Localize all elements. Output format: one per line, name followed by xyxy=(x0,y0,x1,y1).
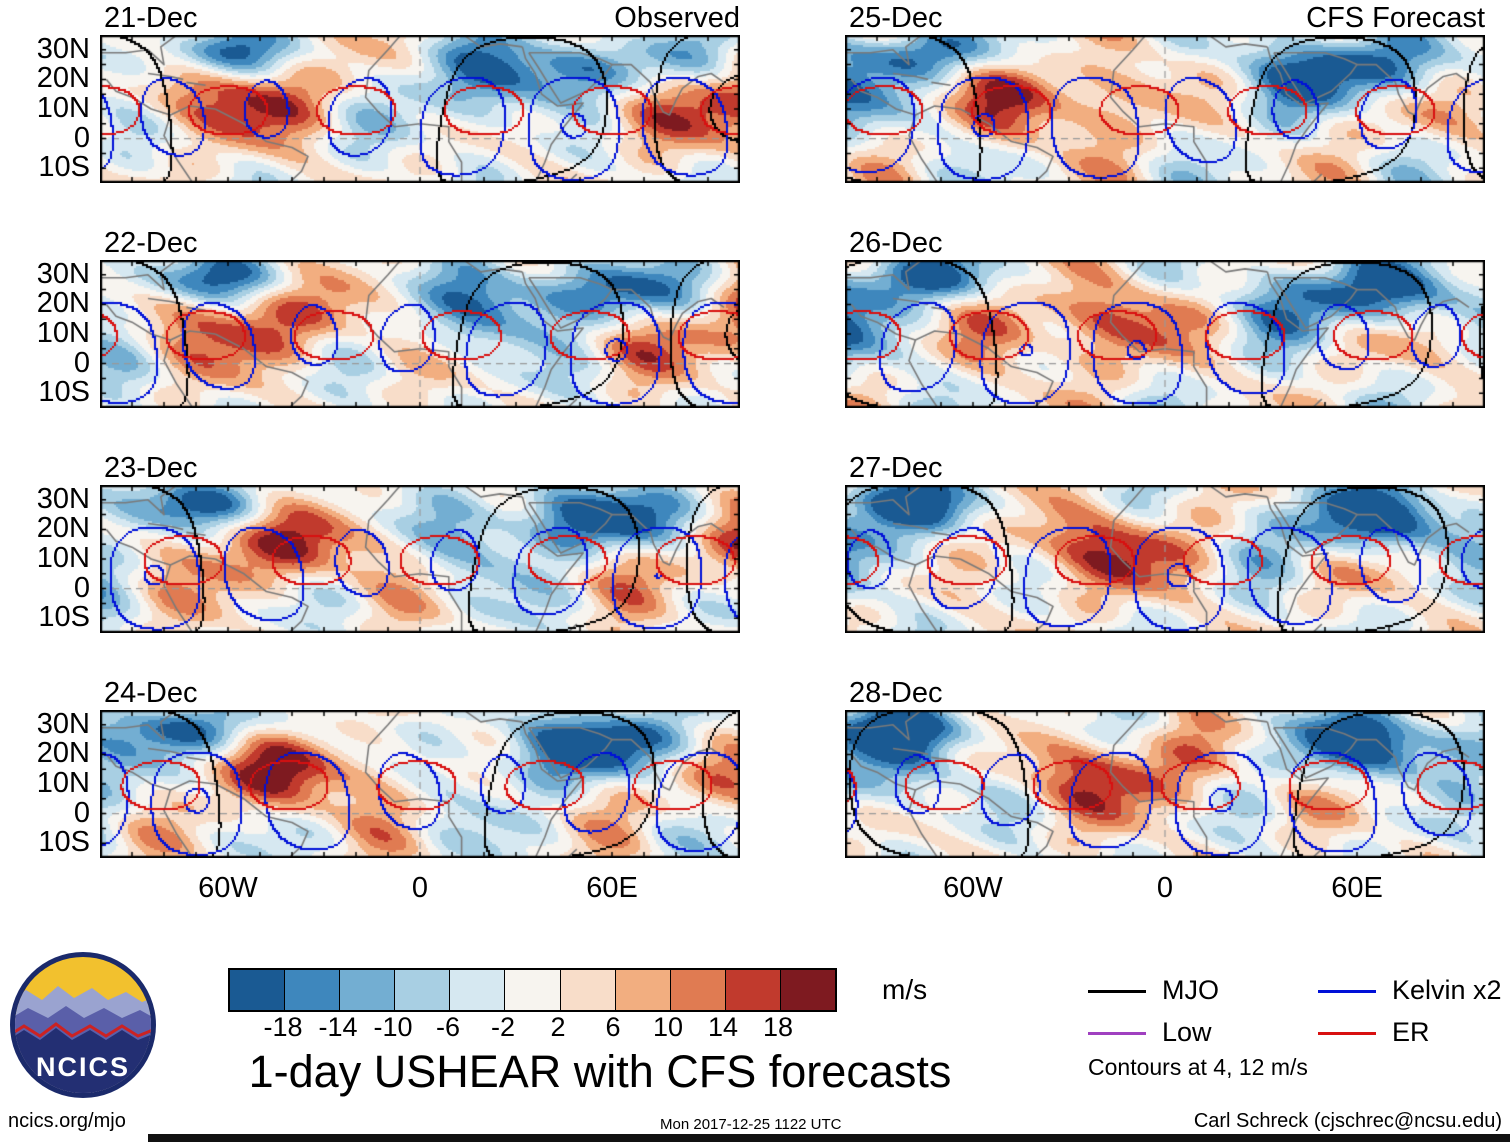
footer-url: ncics.org/mjo xyxy=(8,1110,126,1132)
y-axis-label: 30N xyxy=(36,707,90,740)
map-panel-23-dec xyxy=(100,485,740,633)
colorbar-tick-label: -2 xyxy=(490,1012,516,1042)
legend-label-mjo: MJO xyxy=(1162,975,1219,1005)
legend-line-kelvin-x2 xyxy=(1318,990,1376,993)
colorbar-tick-label: 14 xyxy=(707,1012,739,1042)
y-axis-label: 0 xyxy=(73,796,90,829)
colorbar xyxy=(228,968,837,1012)
colorbar-segment xyxy=(724,970,780,1010)
legend-line-low xyxy=(1088,1032,1146,1035)
y-axis-label: 10N xyxy=(36,542,90,574)
y-axis-label: 10N xyxy=(36,92,90,124)
y-axis-label: 30N xyxy=(36,257,90,290)
colorbar-tick-label: 18 xyxy=(762,1012,794,1042)
colorbar-segment xyxy=(339,970,395,1010)
colorbar-segment xyxy=(559,970,615,1010)
panel-date-label-25-dec: 25-Dec xyxy=(849,2,943,34)
x-axis-label: 60E xyxy=(586,872,638,904)
colorbar-segment xyxy=(230,970,285,1010)
map-panel-25-dec xyxy=(845,35,1485,183)
map-canvas-24-dec xyxy=(100,710,740,858)
logo-red-ridge-line xyxy=(15,1022,151,1038)
map-panel-27-dec xyxy=(845,485,1485,633)
map-panel-28-dec xyxy=(845,710,1485,858)
legend-line-er xyxy=(1318,1032,1376,1035)
column-header-cfs-forecast: CFS Forecast xyxy=(1306,2,1485,34)
panel-date-label-21-dec: 21-Dec xyxy=(104,2,198,34)
colorbar-tick-label: -18 xyxy=(263,1012,303,1042)
x-axis-label: 60W xyxy=(198,872,258,904)
map-canvas-26-dec xyxy=(845,260,1485,408)
panel-date-label-26-dec: 26-Dec xyxy=(849,227,943,259)
y-axis-label: 10S xyxy=(38,376,90,409)
map-canvas-23-dec xyxy=(100,485,740,633)
colorbar-segment xyxy=(394,970,450,1010)
y-axis-label: 20N xyxy=(36,512,90,545)
figure-title: 1-day USHEAR with CFS forecasts xyxy=(248,1046,952,1097)
legend-label-er: ER xyxy=(1392,1017,1430,1047)
colorbar-tick-label: -10 xyxy=(373,1012,413,1042)
y-axis-label: 20N xyxy=(36,287,90,320)
y-axis-label: 0 xyxy=(73,571,90,604)
y-axis-label: 0 xyxy=(73,346,90,379)
x-axis-label: 60E xyxy=(1331,872,1383,904)
map-panel-24-dec xyxy=(100,710,740,858)
contour-levels-note: Contours at 4, 12 m/s xyxy=(1088,1054,1308,1080)
colorbar-segment xyxy=(504,970,560,1010)
colorbar-segment xyxy=(669,970,725,1010)
y-axis-label: 20N xyxy=(36,62,90,95)
map-canvas-28-dec xyxy=(845,710,1485,858)
y-axis-label: 30N xyxy=(36,32,90,65)
colorbar-segment xyxy=(449,970,505,1010)
y-axis-label: 20N xyxy=(36,737,90,770)
colorbar-tick-label: 6 xyxy=(605,1012,621,1042)
x-axis-label: 60W xyxy=(943,872,1003,904)
y-axis-label: 30N xyxy=(36,482,90,515)
map-canvas-25-dec xyxy=(845,35,1485,183)
x-axis-label: 0 xyxy=(1156,872,1174,904)
colorbar-tick-label: 10 xyxy=(652,1012,684,1042)
colorbar-segment xyxy=(779,970,836,1010)
map-panel-21-dec xyxy=(100,35,740,183)
y-axis-label: 10N xyxy=(36,317,90,349)
y-axis-label: 10S xyxy=(38,601,90,634)
panel-date-label-28-dec: 28-Dec xyxy=(849,677,943,709)
panel-date-label-24-dec: 24-Dec xyxy=(104,677,198,709)
map-panel-26-dec xyxy=(845,260,1485,408)
colorbar-tick-label: -14 xyxy=(318,1012,358,1042)
logo-text: NCICS xyxy=(36,1052,130,1082)
map-panel-22-dec xyxy=(100,260,740,408)
legend-label-kelvin-x2: Kelvin x2 xyxy=(1392,975,1502,1005)
footer-timestamp: Mon 2017-12-25 1122 UTC xyxy=(660,1116,842,1133)
panel-date-label-23-dec: 23-Dec xyxy=(104,452,198,484)
footer-credit: Carl Schreck (cjschrec@ncsu.edu) xyxy=(1193,1110,1502,1132)
panel-date-label-22-dec: 22-Dec xyxy=(104,227,198,259)
colorbar-tick-label: -6 xyxy=(435,1012,461,1042)
bottom-bar xyxy=(148,1134,1510,1142)
y-axis-label: 10N xyxy=(36,767,90,799)
x-axis-label: 0 xyxy=(411,872,429,904)
colorbar-segment xyxy=(284,970,340,1010)
legend-line-mjo xyxy=(1088,990,1146,993)
column-header-observed: Observed xyxy=(614,2,740,34)
map-canvas-22-dec xyxy=(100,260,740,408)
ncics-logo: NCICS xyxy=(10,952,156,1098)
legend-label-low: Low xyxy=(1162,1017,1212,1047)
map-canvas-21-dec xyxy=(100,35,740,183)
y-axis-label: 0 xyxy=(73,121,90,154)
map-canvas-27-dec xyxy=(845,485,1485,633)
colorbar-tick-label: 2 xyxy=(550,1012,566,1042)
y-axis-label: 10S xyxy=(38,826,90,859)
y-axis-label: 10S xyxy=(38,151,90,184)
colorbar-segment xyxy=(614,970,670,1010)
panel-date-label-27-dec: 27-Dec xyxy=(849,452,943,484)
units-label: m/s xyxy=(882,974,928,1005)
